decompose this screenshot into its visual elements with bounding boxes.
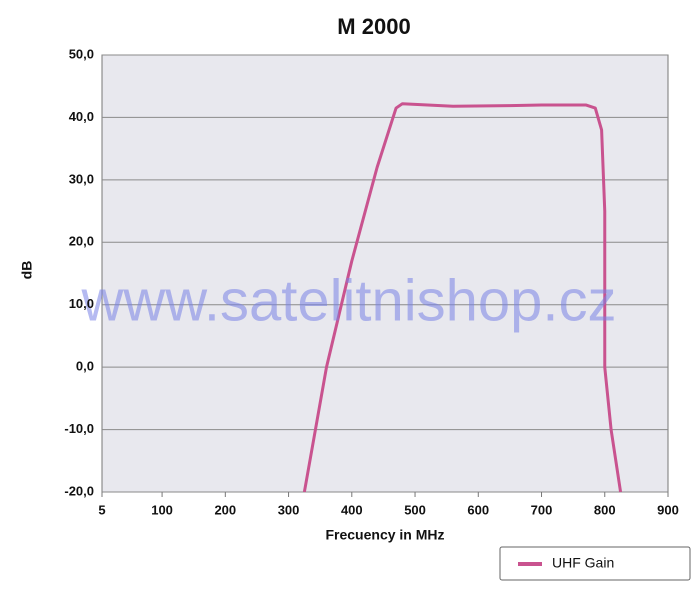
x-axis-title: Frecuency in MHz xyxy=(325,527,444,543)
x-tick-label: 800 xyxy=(594,502,616,517)
y-tick-label: 20,0 xyxy=(69,234,94,249)
y-tick-label: 0,0 xyxy=(76,359,94,374)
x-tick-label: 200 xyxy=(214,502,236,517)
y-tick-label: 50,0 xyxy=(69,46,94,61)
y-axis-title: dB xyxy=(19,261,35,280)
chart-title: M 2000 xyxy=(337,14,410,39)
y-tick-label: -10,0 xyxy=(64,421,94,436)
x-tick-label: 300 xyxy=(278,502,300,517)
y-tick-label: 10,0 xyxy=(69,296,94,311)
x-tick-label: 600 xyxy=(467,502,489,517)
plot-area xyxy=(101,54,669,493)
x-tick-label: 900 xyxy=(657,502,679,517)
x-tick-label: 5 xyxy=(98,502,105,517)
x-tick-label: 700 xyxy=(531,502,553,517)
legend-label: UHF Gain xyxy=(552,555,614,571)
watermark: www.satelitnishop.cz xyxy=(80,268,616,333)
y-tick-label: 30,0 xyxy=(69,171,94,186)
data-line xyxy=(302,102,623,493)
x-tick-label: 100 xyxy=(151,502,173,517)
x-tick-label: 500 xyxy=(404,502,426,517)
y-tick-label: -20,0 xyxy=(64,483,94,498)
y-tick-label: 40,0 xyxy=(69,109,94,124)
x-tick-label: 400 xyxy=(341,502,363,517)
legend-box xyxy=(499,546,691,581)
